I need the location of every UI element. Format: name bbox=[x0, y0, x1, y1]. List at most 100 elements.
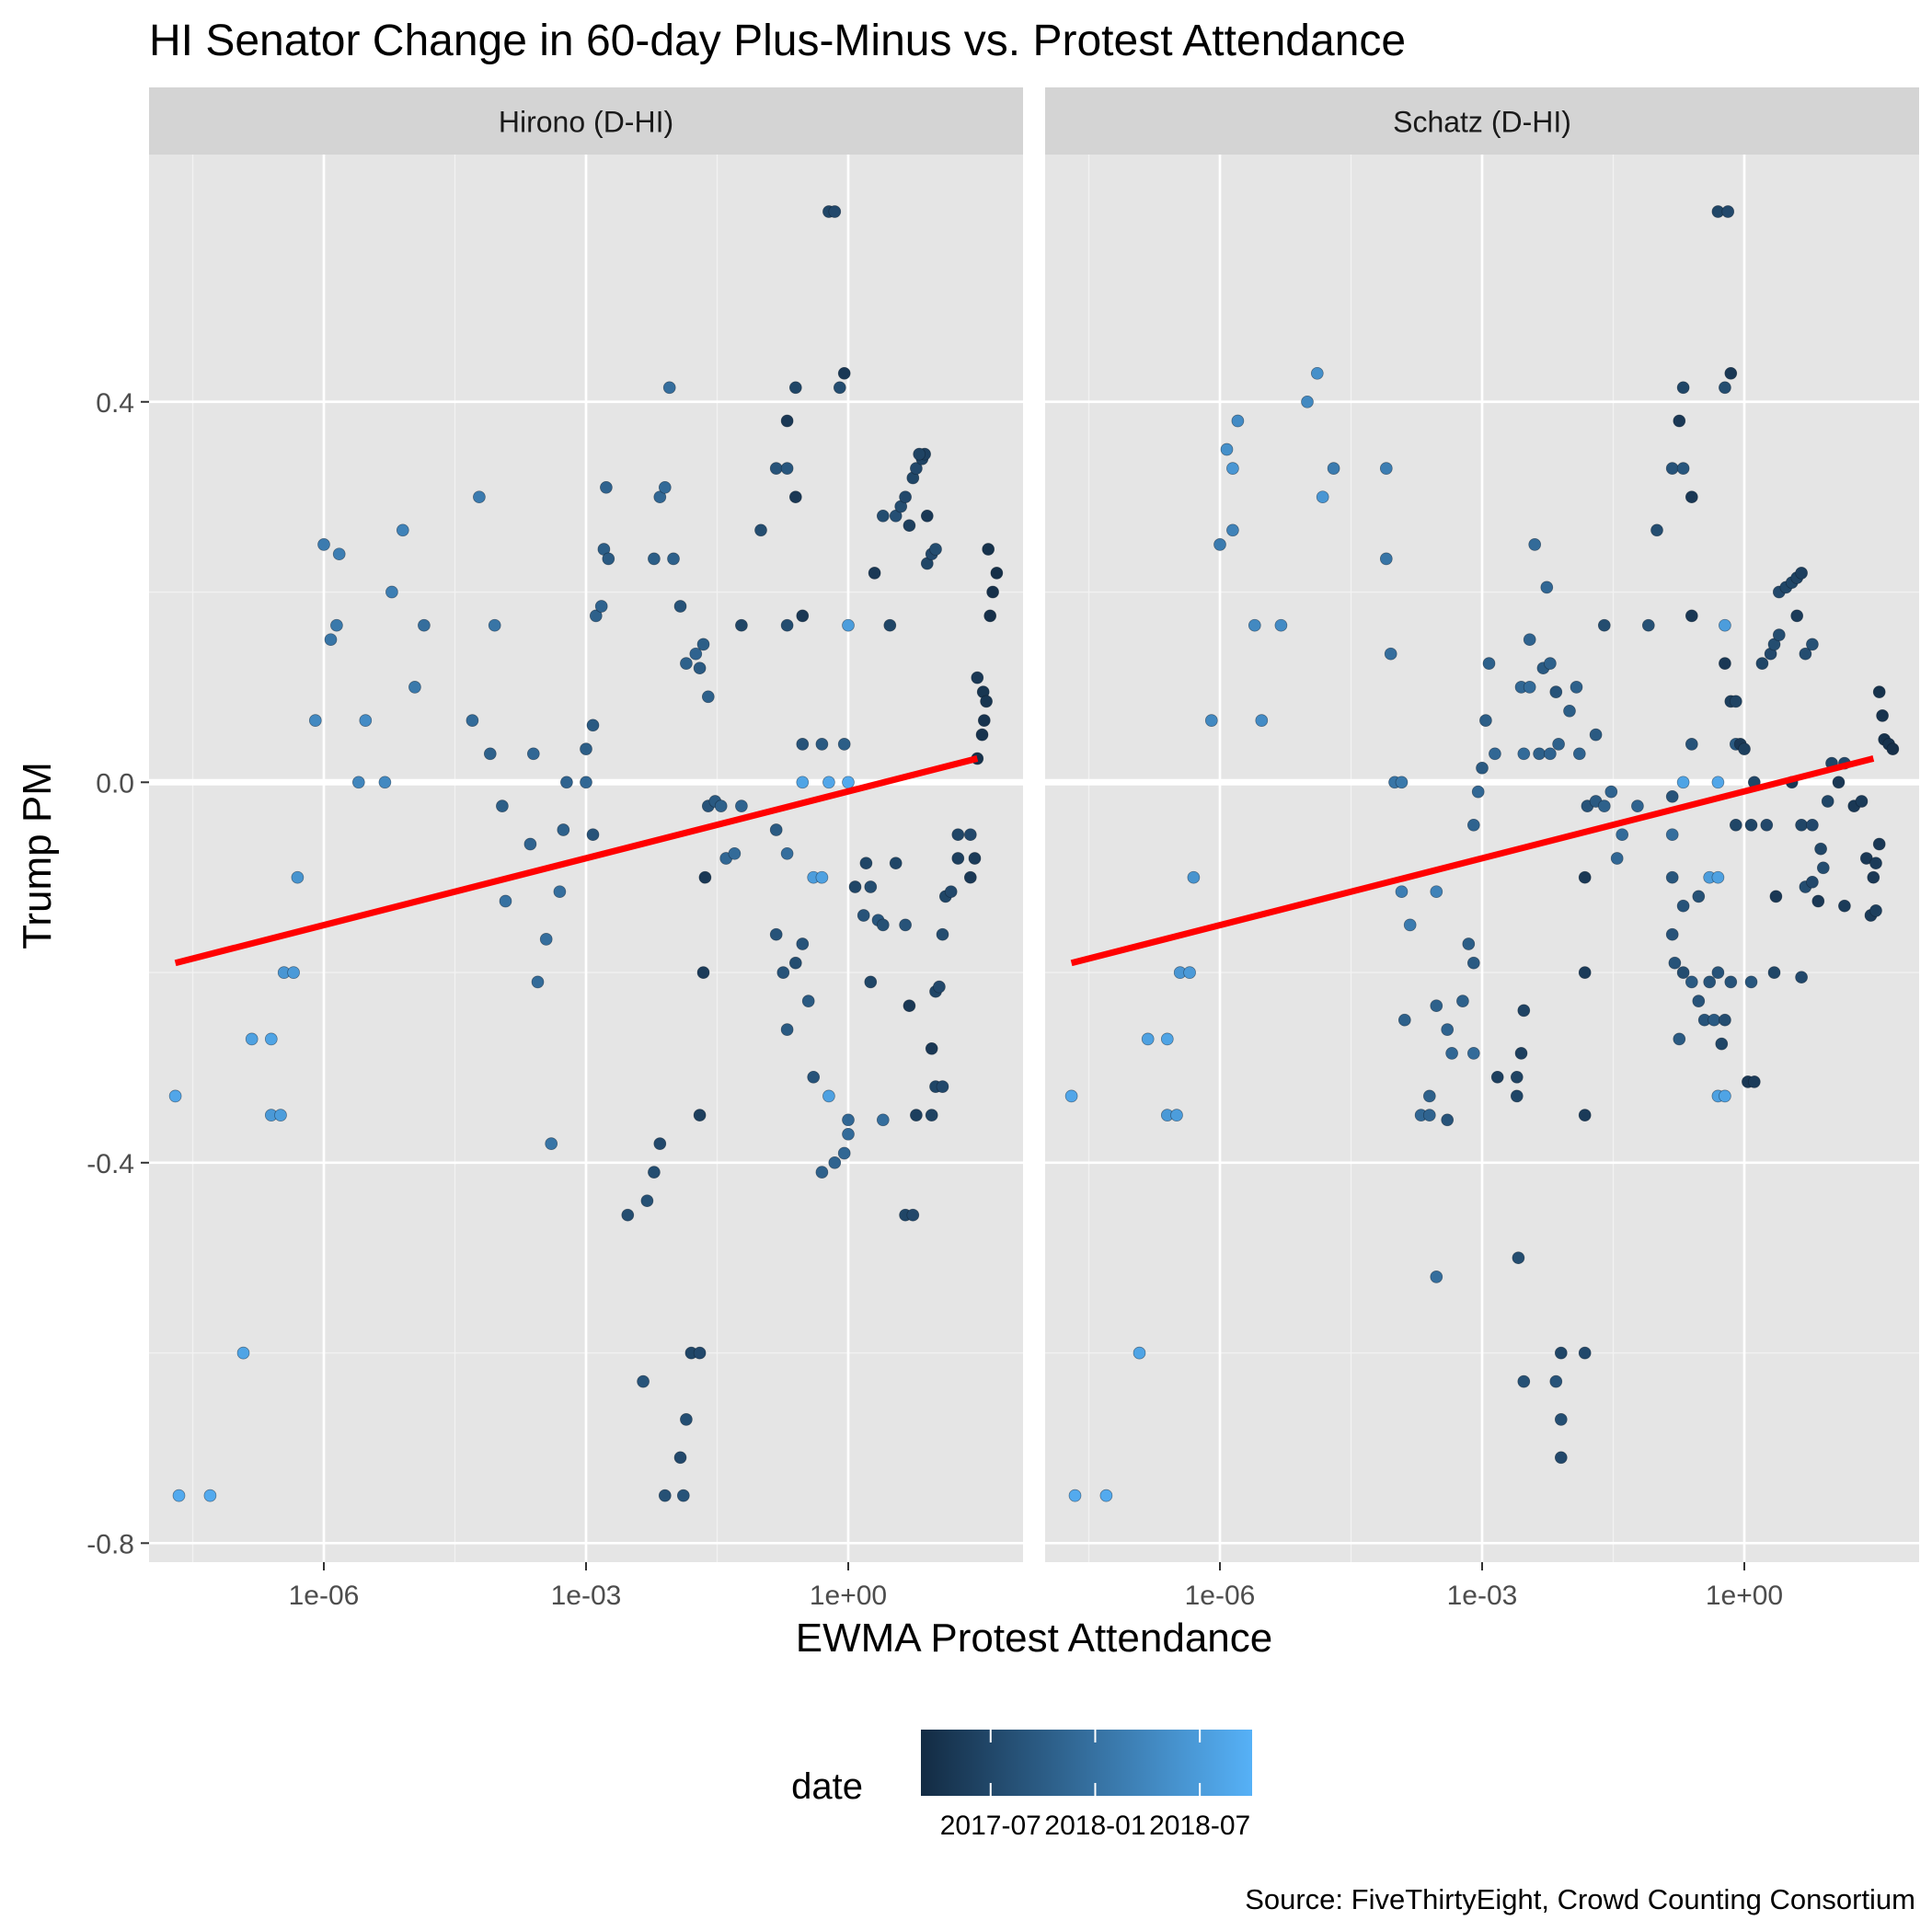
data-point bbox=[1466, 956, 1480, 970]
data-point bbox=[531, 975, 545, 989]
data-point bbox=[899, 918, 912, 932]
data-point bbox=[920, 509, 934, 523]
data-point bbox=[735, 618, 748, 632]
data-point bbox=[1867, 870, 1880, 884]
data-point bbox=[1692, 995, 1706, 1007]
data-point bbox=[769, 823, 783, 836]
data-point bbox=[876, 1113, 890, 1127]
data-point bbox=[408, 681, 421, 694]
data-point bbox=[1395, 885, 1409, 899]
data-point bbox=[359, 714, 373, 727]
data-point bbox=[1668, 956, 1682, 970]
data-point bbox=[1133, 1346, 1146, 1360]
data-point bbox=[1482, 657, 1496, 670]
data-point bbox=[1715, 1037, 1729, 1051]
data-point bbox=[560, 776, 573, 789]
data-point bbox=[1489, 747, 1501, 761]
x-tick-label: 1e-03 bbox=[551, 1581, 622, 1611]
data-point bbox=[933, 980, 946, 994]
data-point bbox=[1226, 523, 1239, 537]
data-point bbox=[815, 870, 829, 884]
y-axis-label: Trump PM bbox=[15, 762, 60, 949]
legend-break-label: 2018-01 bbox=[1044, 1811, 1145, 1841]
data-point bbox=[1711, 966, 1725, 979]
data-point bbox=[977, 714, 991, 727]
data-point bbox=[1422, 1109, 1436, 1121]
data-point bbox=[899, 490, 912, 504]
data-point bbox=[944, 885, 958, 899]
data-point bbox=[929, 543, 942, 556]
data-point bbox=[968, 852, 982, 865]
data-point bbox=[264, 1032, 278, 1046]
data-point bbox=[1744, 975, 1758, 989]
data-point bbox=[1767, 966, 1781, 979]
facet-strip-label: Hirono (D-HI) bbox=[499, 106, 673, 139]
chart-title: HI Senator Change in 60-day Plus-Minus v… bbox=[149, 17, 1406, 65]
data-point bbox=[883, 618, 897, 632]
data-point bbox=[1676, 381, 1690, 395]
data-point bbox=[1578, 1346, 1592, 1360]
data-point bbox=[1703, 975, 1717, 989]
data-point bbox=[951, 828, 965, 842]
panel-hirono: Hirono (D-HI) 1e-06 1e-03 1e+00 0.4 0.0 -0.4 -0… bbox=[86, 87, 1023, 1611]
data-point bbox=[1226, 462, 1239, 475]
data-point bbox=[332, 547, 346, 561]
data-point bbox=[971, 671, 984, 684]
data-point bbox=[473, 490, 486, 504]
data-point bbox=[1510, 1070, 1524, 1084]
data-point bbox=[1141, 1032, 1155, 1046]
data-point bbox=[1711, 870, 1725, 884]
data-point bbox=[1724, 975, 1738, 989]
data-point bbox=[1738, 742, 1751, 755]
data-point bbox=[1187, 870, 1201, 884]
data-point bbox=[864, 880, 878, 893]
data-point bbox=[1799, 647, 1812, 661]
data-point bbox=[1248, 618, 1261, 632]
data-point bbox=[662, 381, 676, 395]
data-point bbox=[1462, 937, 1476, 950]
data-point bbox=[680, 1413, 693, 1426]
data-point bbox=[523, 837, 537, 851]
data-point bbox=[1719, 1013, 1731, 1027]
data-point bbox=[910, 462, 923, 475]
data-point bbox=[168, 1089, 182, 1103]
data-point bbox=[1676, 462, 1690, 475]
data-point bbox=[788, 956, 802, 970]
data-point bbox=[1204, 714, 1218, 727]
data-point bbox=[658, 480, 672, 494]
data-point bbox=[1665, 789, 1679, 803]
data-point bbox=[1832, 776, 1846, 789]
data-point bbox=[1549, 1374, 1563, 1388]
data-point bbox=[1255, 714, 1269, 727]
data-point bbox=[1554, 1451, 1568, 1465]
data-point bbox=[1544, 747, 1557, 761]
data-point bbox=[1747, 1075, 1761, 1088]
data-point bbox=[1466, 818, 1480, 832]
y-tick-label: 0.0 bbox=[96, 768, 134, 799]
data-point bbox=[906, 1208, 920, 1222]
data-point bbox=[1692, 890, 1706, 903]
data-point bbox=[1578, 966, 1592, 979]
x-tick-label: 1e-03 bbox=[1447, 1581, 1518, 1611]
data-point bbox=[815, 738, 829, 751]
data-point bbox=[1422, 1089, 1436, 1103]
data-point bbox=[1814, 842, 1827, 856]
data-point bbox=[1744, 818, 1758, 832]
data-point bbox=[769, 462, 783, 475]
data-point bbox=[876, 509, 890, 523]
data-point bbox=[287, 966, 300, 979]
data-point bbox=[1729, 818, 1742, 832]
data-point bbox=[586, 828, 600, 842]
data-point bbox=[925, 1041, 938, 1055]
data-point bbox=[903, 999, 916, 1013]
points bbox=[1064, 205, 1900, 1502]
data-point bbox=[1430, 885, 1443, 899]
data-point bbox=[483, 747, 497, 761]
data-point bbox=[673, 1451, 687, 1465]
data-point bbox=[776, 966, 790, 979]
data-point bbox=[796, 738, 810, 751]
data-point bbox=[1310, 366, 1324, 380]
data-point bbox=[586, 719, 600, 732]
data-point bbox=[680, 657, 693, 670]
data-point bbox=[539, 933, 553, 946]
